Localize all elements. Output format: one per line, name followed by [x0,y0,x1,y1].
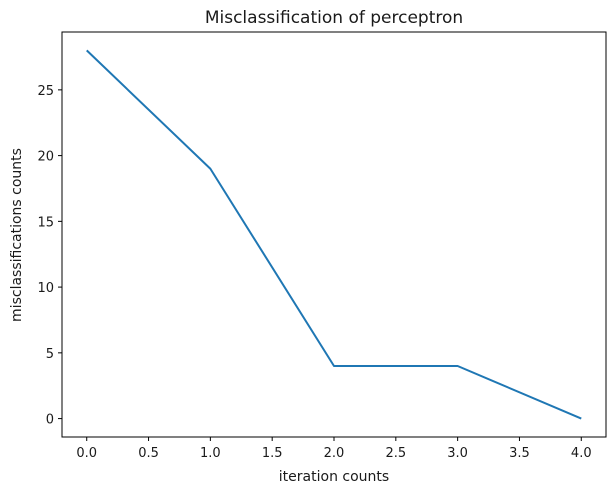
x-tick-label: 0.5 [138,446,159,461]
x-tick-label: 3.5 [509,446,530,461]
data-point [580,418,582,420]
series-line [86,49,582,420]
data-point [333,365,335,367]
y-tick-label: 20 [37,150,54,165]
plot-frame [61,31,607,438]
y-tick-label: 25 [37,84,54,99]
y-tick-label: 5 [46,347,54,362]
x-tick-label: 0.0 [76,446,97,461]
data-point [86,49,88,51]
x-tick-label: 1.0 [200,446,221,461]
x-tick-label: 3.0 [447,446,468,461]
y-axis-label: misclassifications counts [9,148,25,322]
x-tick-label: 4.0 [571,446,592,461]
x-tick-label: 2.0 [324,446,345,461]
x-axis-label: iteration counts [279,469,389,485]
x-tick-label: 2.5 [385,446,406,461]
data-point [209,168,211,170]
data-point [457,365,459,367]
x-tick-label: 1.5 [262,446,283,461]
y-tick-label: 10 [37,281,54,296]
y-tick-label: 15 [37,215,54,230]
y-tick-label: 0 [46,413,54,428]
chart-title: Misclassification of perceptron [205,8,463,28]
